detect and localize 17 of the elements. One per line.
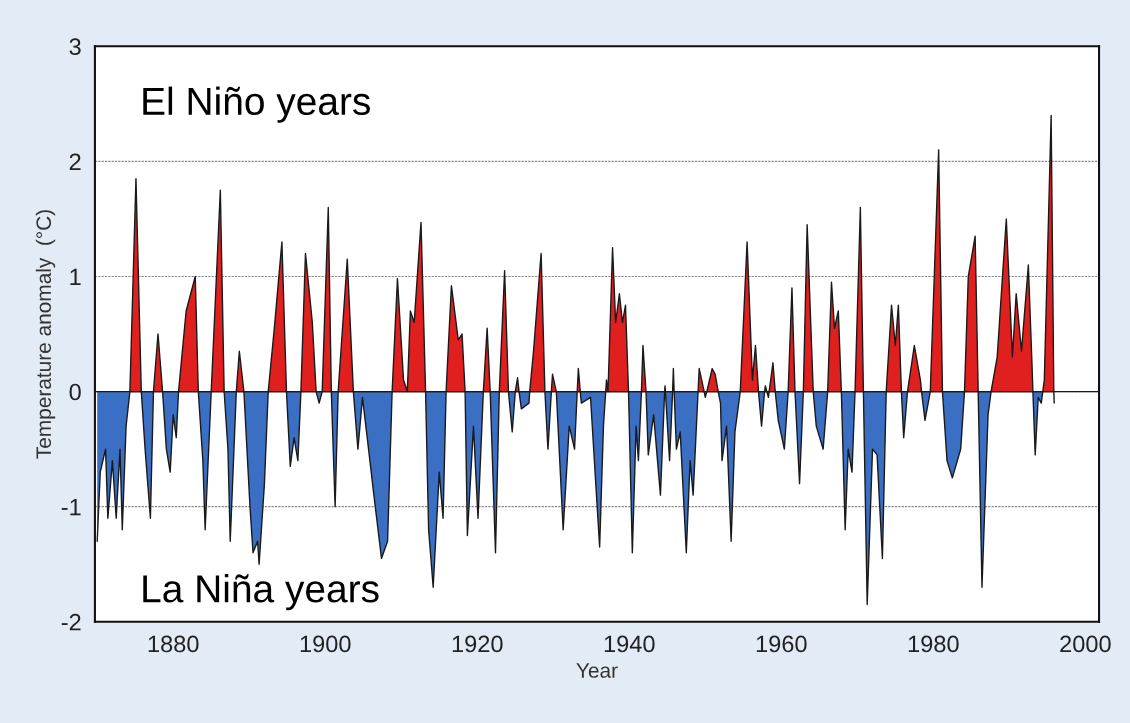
y-tick-label: -2 [61,613,81,631]
x-axis-title: Year [576,663,618,678]
x-tick-label: 1980 [908,635,959,653]
x-tick-label: 2000 [1060,635,1111,653]
annotation: La Niña years [143,574,379,611]
y-tick-label: 0 [69,383,81,401]
x-tick-label: 1900 [300,635,351,653]
annotation: El Niño years [143,86,370,123]
y-tick-label: 2 [69,153,81,170]
x-tick-label: 1880 [148,635,199,653]
y-tick-label: -1 [61,498,81,516]
y-tick-label: 1 [70,268,81,286]
x-tick-label: 1940 [604,635,655,653]
x-tick-label: 1960 [756,635,807,653]
y-tick-label: 3 [69,38,81,56]
x-tick-label: 1920 [452,635,503,653]
y-axis-title: Temperature anomaly (°C) [35,210,56,459]
